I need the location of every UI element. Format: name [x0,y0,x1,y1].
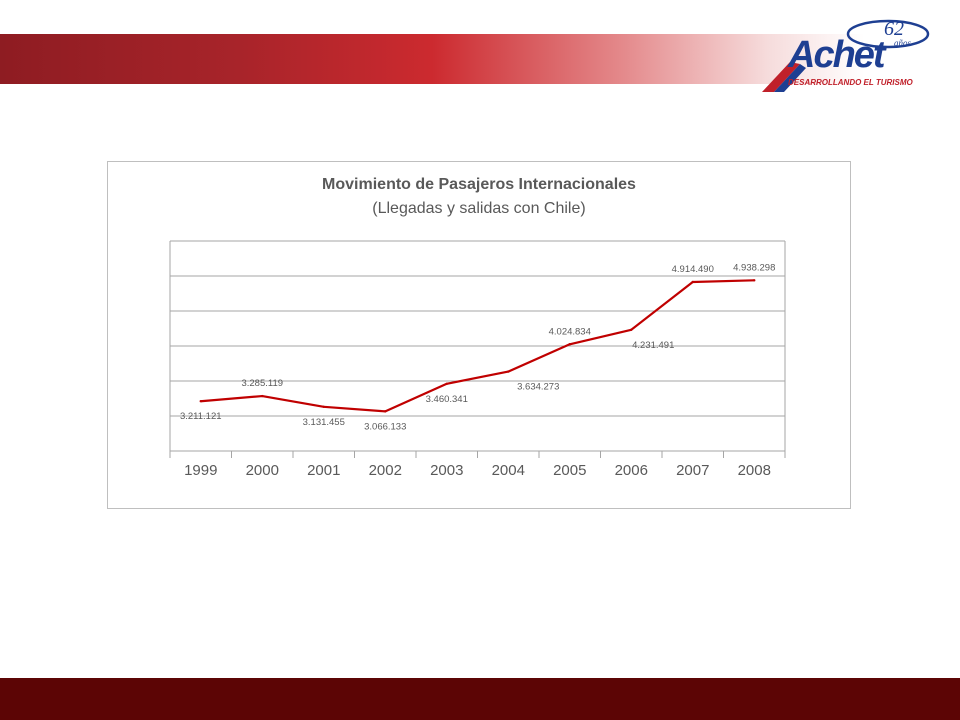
logo-tagline: DESARROLLANDO EL TURISMO [788,78,913,87]
chart-subtitle: (Llegadas y salidas con Chile) [372,200,586,217]
x-tick-label: 2004 [492,462,525,479]
chart-title: Movimiento de Pasajeros Internacionales [322,176,636,193]
header-band [0,34,960,84]
data-label: 4.024.834 [549,326,591,337]
data-label: 3.066.133 [364,421,406,432]
logo-anniversary-word: años [894,38,912,48]
x-tick-label: 2000 [246,462,279,479]
data-label: 3.285.119 [241,378,283,389]
data-label: 4.231.491 [632,340,674,351]
data-point [691,280,694,284]
x-tick-label: 2008 [738,462,771,479]
data-point [568,343,571,346]
footer-band [0,678,960,720]
data-point [445,382,448,385]
data-label: 3.131.455 [303,417,345,428]
x-tick-label: 2001 [307,462,340,479]
data-point [507,370,510,373]
data-point [384,410,387,413]
series-line [200,279,755,413]
logo-anniversary-number: 62 [884,18,904,40]
achet-logo: 62 años Achet DESARROLLANDO EL TURISMO [760,18,940,98]
data-label: 4.914.490 [672,264,714,275]
logo-wordmark: Achet [788,34,886,76]
data-point [753,279,756,282]
x-tick-label: 2005 [553,462,586,479]
data-label: 3.211.121 [180,411,222,422]
x-tick-label: 1999 [184,462,217,479]
data-point [322,405,325,408]
x-tick-label: 2006 [615,462,648,479]
x-tick-label: 2002 [369,462,402,479]
data-point [199,400,202,403]
chart-container: Movimiento de Pasajeros Internacionales … [107,161,851,509]
line-chart: 1999 2000 2001 2002 2003 2004 2005 2006 2007 2008… [169,240,786,479]
data-label: 3.634.273 [517,382,559,393]
logo-swoosh-icon [762,19,930,92]
data-label: 3.460.341 [426,394,468,405]
data-point [261,394,264,398]
data-label: 4.938.298 [733,262,775,273]
x-tick-label: 2007 [676,462,709,479]
data-point [630,328,633,331]
x-tick-label: 2003 [430,462,463,479]
